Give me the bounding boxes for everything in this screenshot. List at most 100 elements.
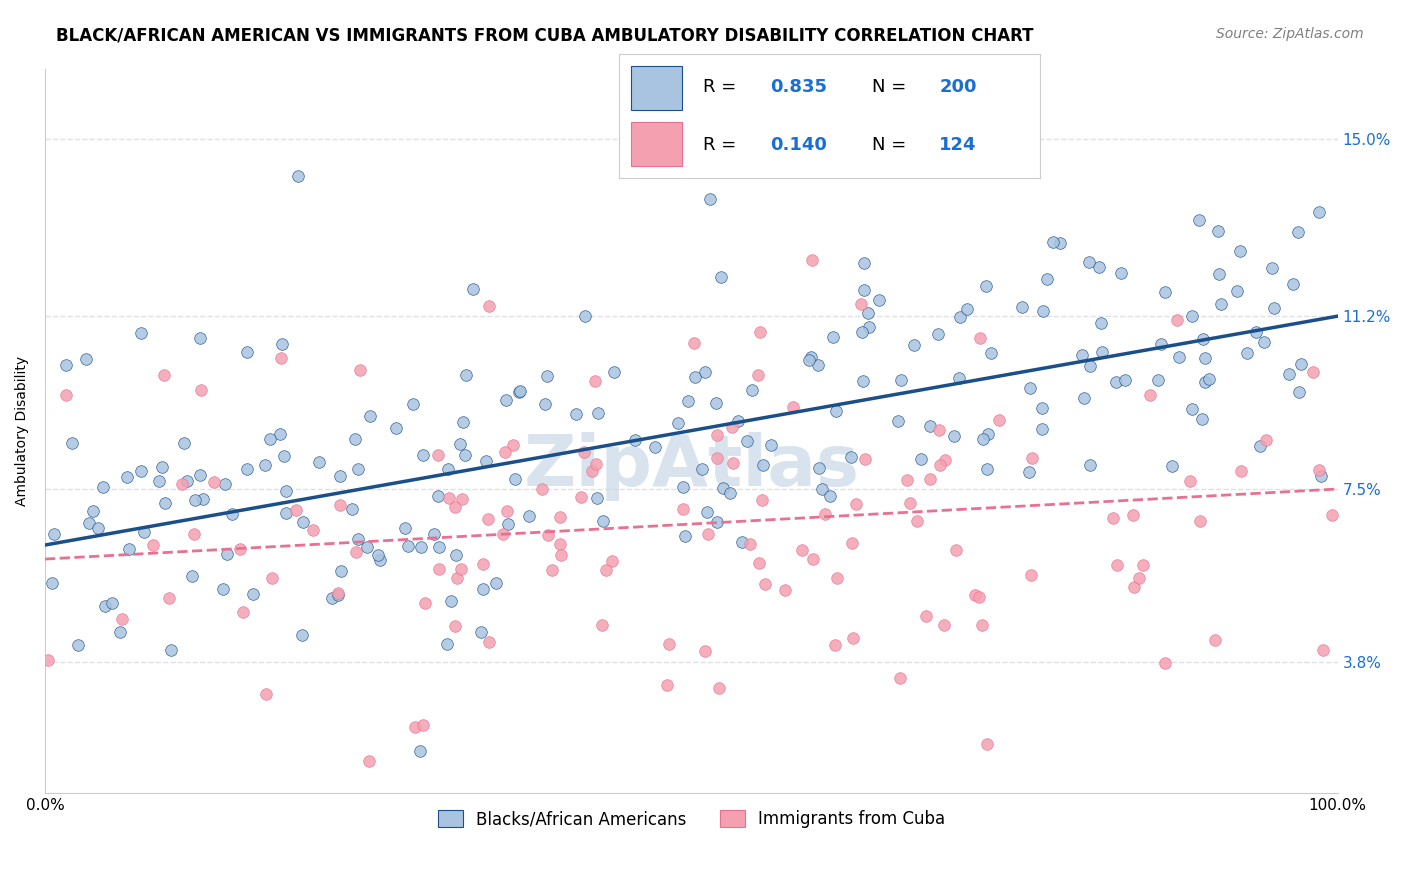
Blacks/African Americans: [454, 368, 477, 382]
Immigrants from Cuba: [782, 400, 804, 414]
Blacks/African Americans: [586, 406, 609, 420]
Blacks/African Americans: [131, 326, 153, 341]
Blacks/African Americans: [254, 458, 277, 473]
Blacks/African Americans: [672, 480, 695, 494]
Blacks/African Americans: [402, 397, 425, 411]
Blacks/African Americans: [692, 462, 714, 476]
Blacks/African Americans: [887, 414, 910, 428]
Blacks/African Americans: [1088, 260, 1111, 274]
Immigrants from Cuba: [748, 556, 770, 570]
Immigrants from Cuba: [945, 542, 967, 557]
Immigrants from Cuba: [751, 492, 773, 507]
Blacks/African Americans: [839, 450, 862, 465]
Immigrants from Cuba: [988, 413, 1011, 427]
Blacks/African Americans: [699, 192, 721, 206]
Blacks/African Americans: [436, 637, 458, 651]
Immigrants from Cuba: [502, 438, 524, 452]
Blacks/African Americans: [508, 384, 530, 399]
Immigrants from Cuba: [548, 537, 571, 551]
Blacks/African Americans: [851, 325, 873, 339]
Blacks/African Americans: [695, 366, 717, 380]
Immigrants from Cuba: [229, 542, 252, 557]
Blacks/African Americans: [359, 409, 381, 423]
Blacks/African Americans: [271, 336, 294, 351]
Blacks/African Americans: [676, 394, 699, 409]
Immigrants from Cuba: [896, 473, 918, 487]
Blacks/African Americans: [503, 472, 526, 486]
Immigrants from Cuba: [1308, 463, 1330, 477]
Blacks/African Americans: [903, 338, 925, 352]
Blacks/African Americans: [1090, 316, 1112, 330]
Blacks/African Americans: [800, 350, 823, 364]
Immigrants from Cuba: [773, 583, 796, 598]
Immigrants from Cuba: [254, 687, 277, 701]
Immigrants from Cuba: [928, 423, 950, 437]
Blacks/African Americans: [673, 529, 696, 543]
Immigrants from Cuba: [803, 552, 825, 566]
Immigrants from Cuba: [357, 754, 380, 768]
Blacks/African Americans: [731, 535, 754, 549]
Blacks/African Americans: [188, 468, 211, 483]
Blacks/African Americans: [586, 491, 609, 505]
Y-axis label: Ambulatory Disability: Ambulatory Disability: [15, 356, 30, 506]
Blacks/African Americans: [82, 504, 104, 518]
Blacks/African Americans: [66, 638, 89, 652]
Blacks/African Americans: [498, 517, 520, 532]
Immigrants from Cuba: [672, 502, 695, 516]
Blacks/African Americans: [276, 484, 298, 499]
Blacks/African Americans: [235, 345, 257, 359]
Blacks/African Americans: [437, 462, 460, 476]
Immigrants from Cuba: [1188, 514, 1211, 528]
Immigrants from Cuba: [285, 502, 308, 516]
Blacks/African Americans: [55, 359, 77, 373]
Blacks/African Americans: [1288, 384, 1310, 399]
Immigrants from Cuba: [548, 510, 571, 524]
Blacks/African Americans: [1114, 373, 1136, 387]
Blacks/African Americans: [485, 576, 508, 591]
Blacks/African Americans: [1146, 373, 1168, 387]
Blacks/African Americans: [811, 483, 834, 497]
Immigrants from Cuba: [494, 445, 516, 459]
Immigrants from Cuba: [531, 482, 554, 496]
Blacks/African Americans: [1206, 224, 1229, 238]
Immigrants from Cuba: [446, 571, 468, 585]
Blacks/African Americans: [918, 419, 941, 434]
Blacks/African Americans: [367, 549, 389, 563]
Blacks/African Americans: [308, 455, 330, 469]
Immigrants from Cuba: [849, 297, 872, 311]
Immigrants from Cuba: [841, 536, 863, 550]
Blacks/African Americans: [623, 433, 645, 447]
Blacks/African Americans: [176, 474, 198, 488]
FancyBboxPatch shape: [631, 122, 682, 166]
Blacks/African Americans: [184, 493, 207, 508]
Blacks/African Americans: [134, 525, 156, 540]
Immigrants from Cuba: [344, 545, 367, 559]
Immigrants from Cuba: [889, 671, 911, 685]
Immigrants from Cuba: [706, 427, 728, 442]
Immigrants from Cuba: [585, 374, 607, 388]
Immigrants from Cuba: [569, 490, 592, 504]
Immigrants from Cuba: [600, 553, 623, 567]
Immigrants from Cuba: [153, 368, 176, 383]
Blacks/African Americans: [509, 384, 531, 399]
Blacks/African Americans: [292, 515, 315, 529]
Immigrants from Cuba: [934, 453, 956, 467]
Immigrants from Cuba: [412, 718, 434, 732]
Blacks/African Americans: [1150, 336, 1173, 351]
Blacks/African Americans: [727, 414, 749, 428]
Immigrants from Cuba: [404, 719, 426, 733]
Immigrants from Cuba: [1312, 643, 1334, 657]
Immigrants from Cuba: [1320, 508, 1343, 522]
Blacks/African Americans: [956, 301, 979, 316]
Immigrants from Cuba: [572, 445, 595, 459]
Blacks/African Americans: [735, 434, 758, 448]
Blacks/African Americans: [1288, 225, 1310, 239]
Blacks/African Americans: [592, 514, 614, 528]
Blacks/African Americans: [948, 371, 970, 385]
Immigrants from Cuba: [270, 351, 292, 366]
Immigrants from Cuba: [170, 477, 193, 491]
Blacks/African Americans: [759, 438, 782, 452]
Blacks/African Americans: [1208, 267, 1230, 281]
Blacks/African Americans: [440, 594, 463, 608]
Blacks/African Americans: [329, 564, 352, 578]
